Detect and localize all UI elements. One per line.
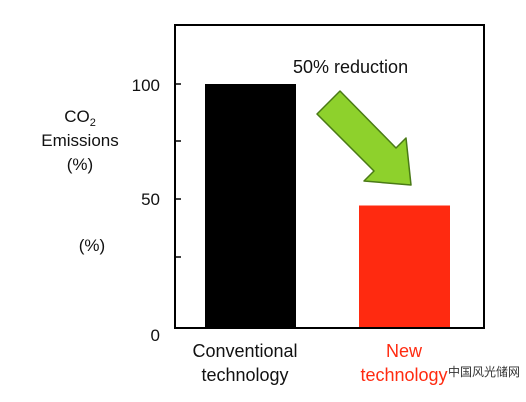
category-label-new-line2: technology [360, 365, 447, 385]
extra-percent-label: (%) [79, 236, 105, 255]
y-axis-label-subscript: 2 [90, 117, 96, 129]
bar-conventional-technology [205, 84, 296, 327]
y-axis-label-line1: CO2 [64, 107, 96, 129]
category-label-new-line1: New [386, 341, 423, 361]
category-label-conventional-line1: Conventional [192, 341, 297, 361]
y-axis-label-co: CO [64, 107, 90, 126]
y-tick-label-0: 0 [151, 326, 160, 345]
y-axis-label-line2: Emissions [41, 131, 118, 150]
reduction-arrow [316, 90, 412, 186]
y-axis-label-line3: (%) [67, 155, 93, 174]
category-label-conventional-line2: technology [201, 365, 288, 385]
reduction-annotation: 50% reduction [293, 57, 408, 77]
bar-new-technology [359, 205, 450, 327]
plot-frame [174, 24, 485, 329]
y-tick-label-50: 50 [141, 190, 160, 209]
y-tick-label-100: 100 [132, 76, 160, 95]
watermark: 中国风光储网 [448, 364, 520, 379]
